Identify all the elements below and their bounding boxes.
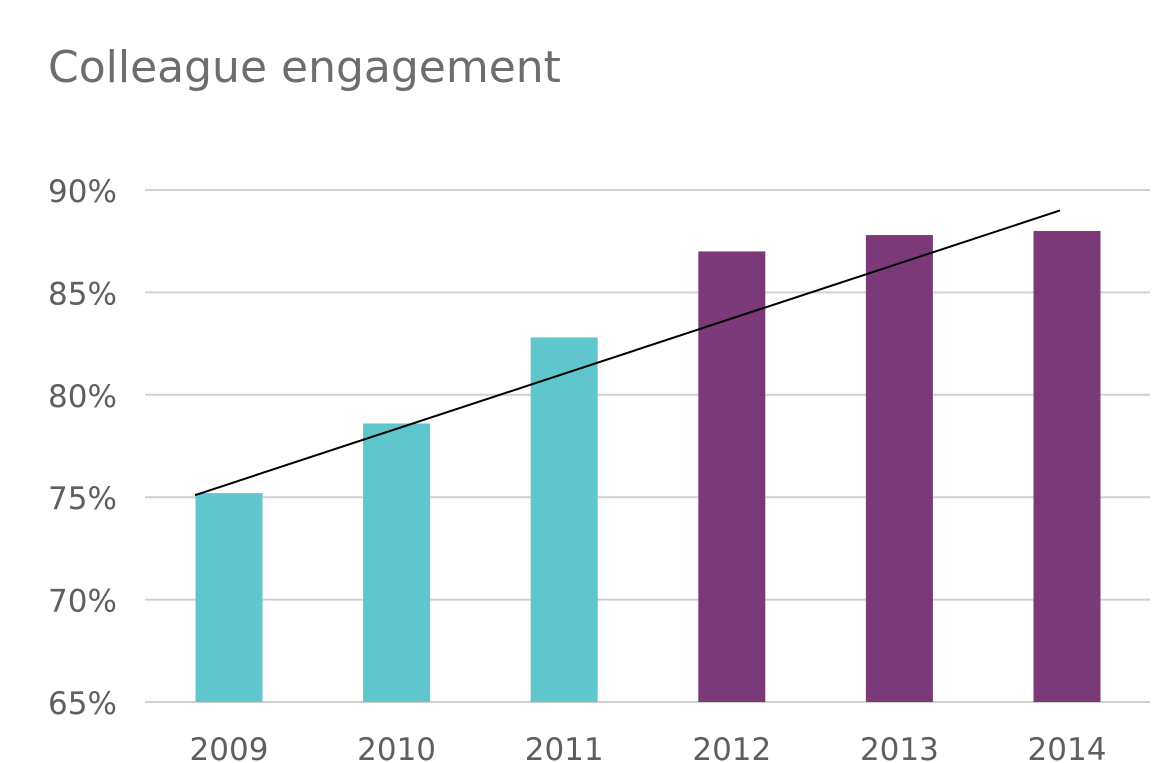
x-tick-label: 2013 (860, 732, 939, 763)
bar-2013 (865, 235, 933, 702)
x-tick-label: 2012 (692, 732, 771, 763)
x-tick-label: 2010 (357, 732, 436, 763)
y-tick-label: 80% (48, 379, 117, 415)
bars (195, 230, 1101, 702)
y-tick-label: 75% (48, 481, 117, 517)
trendline (194, 209, 1061, 497)
y-tick-label: 70% (48, 584, 117, 620)
x-tick-label: 2014 (1028, 732, 1107, 763)
x-tick-label: 2011 (525, 732, 604, 763)
x-tick-label: 2009 (190, 732, 269, 763)
gridlines (145, 189, 1150, 703)
y-tick-label: 85% (48, 276, 117, 312)
x-axis-tick-labels: 2009 2010 2011 2012 2013 2014 (190, 732, 1107, 763)
bar-2014 (1033, 230, 1101, 702)
trendline-layer (194, 209, 1061, 497)
bar-2009 (195, 493, 263, 702)
bar-2010 (363, 423, 431, 702)
bar-2011 (530, 337, 598, 702)
chart-title: Colleague engagement (48, 42, 561, 93)
y-tick-label: 90% (48, 174, 117, 210)
y-tick-label: 65% (48, 686, 117, 722)
y-axis-tick-labels: 65% 70% 75% 80% 85% 90% (48, 174, 117, 722)
